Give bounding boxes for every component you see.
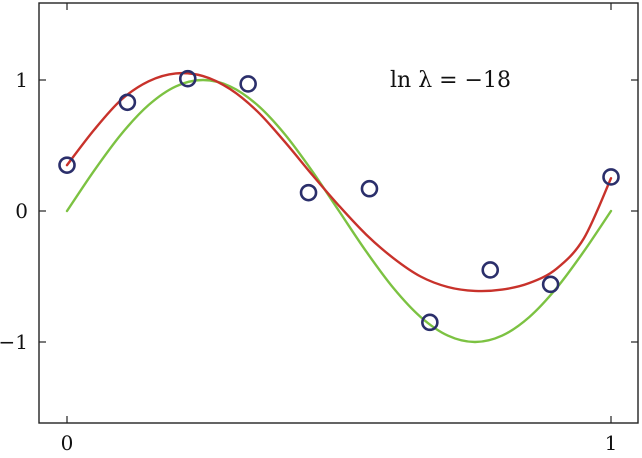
y-tick-label: 1 (15, 68, 28, 92)
data-point (421, 313, 439, 332)
x-tick-label: 0 (61, 431, 74, 455)
data-point (541, 275, 560, 294)
data-point (360, 179, 379, 198)
tick-marks (39, 3, 638, 423)
data-point (602, 168, 620, 186)
y-tick-label: 0 (15, 199, 28, 223)
data-point (481, 261, 500, 279)
data-point (118, 93, 137, 112)
data-points (58, 69, 620, 332)
fitted-polynomial-curve (65, 71, 613, 293)
data-point (58, 156, 76, 174)
plot-frame (38, 2, 639, 424)
lambda-annotation: ln λ = −18 (390, 68, 511, 93)
data-point (178, 69, 197, 88)
curves (65, 71, 613, 344)
true-sine-curve (65, 78, 613, 344)
y-tick-label: −1 (0, 330, 28, 354)
x-tick-label: 1 (605, 431, 618, 455)
data-point (239, 75, 257, 93)
tick-labels: 0 1 1 0 −1 (0, 68, 617, 455)
data-point (299, 183, 318, 202)
